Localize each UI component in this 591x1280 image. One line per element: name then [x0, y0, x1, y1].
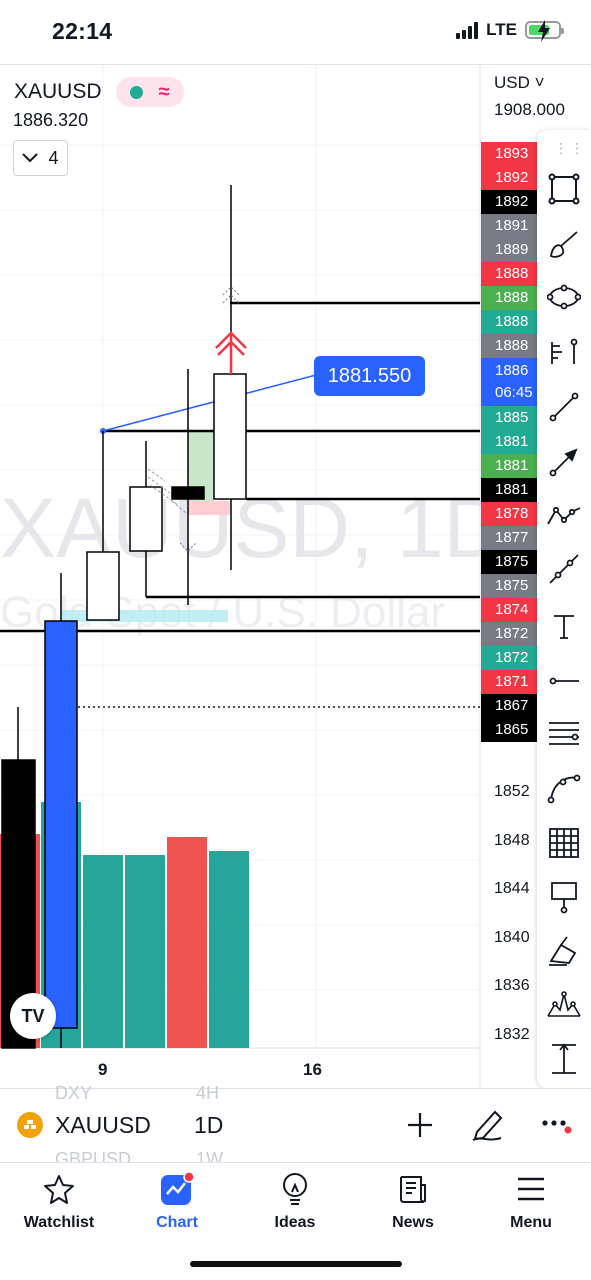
delayed-data-icon: ≈	[158, 80, 170, 103]
price-scale-label[interactable]: 1892	[481, 190, 537, 214]
tab-news[interactable]: News	[358, 1171, 468, 1232]
price-scale-label[interactable]: 1875	[481, 574, 537, 598]
add-button[interactable]	[400, 1105, 440, 1145]
star-icon	[41, 1171, 77, 1207]
rectangle-tool-icon[interactable]	[545, 170, 583, 208]
tab-chart[interactable]: Chart	[122, 1171, 232, 1232]
newspaper-icon	[395, 1171, 431, 1207]
more-options-button[interactable]	[536, 1105, 576, 1145]
symbol-bar[interactable]: DXY 4H GBPUSD 1W XAUUSD 1D	[0, 1083, 591, 1169]
highlighter-tool-icon[interactable]	[545, 932, 583, 970]
tab-menu[interactable]: Menu	[476, 1171, 586, 1232]
price-note-tool-icon[interactable]	[545, 878, 583, 916]
lightbulb-icon	[277, 1171, 313, 1207]
price-scale-label[interactable]: 1877	[481, 526, 537, 550]
last-price: 1886.320	[13, 110, 89, 130]
arrow-line-tool-icon[interactable]	[545, 443, 583, 481]
price-scale-label[interactable]: 1867	[481, 694, 537, 718]
time-axis-label: 9	[98, 1060, 108, 1079]
measure-tool-icon[interactable]	[545, 1040, 583, 1078]
drag-handle-icon[interactable]: ⋮⋮	[554, 140, 586, 156]
current-price-label[interactable]: 1886 06:45	[481, 358, 537, 406]
price-scale-label[interactable]: 1881	[481, 454, 537, 478]
price-scale-label[interactable]: 1871	[481, 670, 537, 694]
status-time: 22:14	[52, 18, 113, 44]
price-scale-label[interactable]: 1888	[481, 286, 537, 310]
price-scale-label[interactable]: 1872	[481, 622, 537, 646]
price-axis-label: 1852	[494, 783, 530, 800]
text-tool-icon[interactable]	[545, 608, 583, 646]
gann-grid-tool-icon[interactable]	[545, 824, 583, 862]
price-axis-label: 1844	[494, 880, 530, 897]
price-scale-label[interactable]: 1892	[481, 166, 537, 190]
drawing-tools-button[interactable]	[468, 1105, 508, 1145]
price-tooltip[interactable]: 1881.550	[314, 356, 425, 396]
indicators-collapse-button[interactable]: 4	[13, 140, 68, 176]
tradingview-logo-icon[interactable]: TV	[10, 993, 56, 1039]
curve-tool-icon[interactable]	[545, 769, 583, 807]
price-scale-label[interactable]: 1875	[481, 550, 537, 574]
price-axis-label: 1848	[494, 831, 530, 849]
price-axis-label: 1836	[494, 977, 530, 994]
battery-icon	[525, 20, 564, 42]
trend-line-tool-icon[interactable]	[545, 388, 583, 426]
tab-watchlist[interactable]: Watchlist	[4, 1171, 114, 1232]
tab-ideas[interactable]: Ideas	[240, 1171, 350, 1232]
ghost-interval-above: 4H	[196, 1083, 220, 1103]
pitchfork-tool-icon[interactable]	[545, 333, 583, 371]
more-icon	[542, 1120, 572, 1134]
price-chart[interactable]: XAUUSD, 1D Gold Spot / U.S. Dollar	[0, 65, 591, 1089]
chart-symbol[interactable]: XAUUSD	[14, 80, 102, 103]
top-scale-price: 1908.000	[494, 100, 565, 119]
extended-line-tool-icon[interactable]	[545, 550, 583, 588]
price-axis-label: 1840	[494, 928, 530, 946]
symbol-selector[interactable]: XAUUSD	[55, 1112, 151, 1138]
price-scale-label[interactable]: 1889	[481, 238, 537, 262]
network-type: LTE	[486, 20, 517, 39]
price-scale-label[interactable]: 1878	[481, 502, 537, 526]
symbol-header[interactable]: XAUUSD ≈	[14, 77, 184, 107]
home-indicator	[190, 1261, 402, 1267]
bar-countdown: 06:45	[495, 384, 533, 401]
pattern-tool-icon[interactable]	[545, 986, 583, 1024]
chart-area[interactable]: XAUUSD, 1D Gold Spot / U.S. Dollar	[0, 64, 591, 1089]
time-axis-label: 16	[303, 1060, 322, 1079]
price-scale-label[interactable]: 1865	[481, 718, 537, 742]
price-scale-label[interactable]: 1874	[481, 598, 537, 622]
brush-tool-icon[interactable]	[545, 226, 583, 264]
price-scale-label[interactable]: 1888	[481, 310, 537, 334]
price-scale-label[interactable]: 1881	[481, 478, 537, 502]
price-scale-label[interactable]: 1872	[481, 646, 537, 670]
bottom-tab-bar: Watchlist Chart Ideas News Menu	[0, 1162, 591, 1280]
market-status-pill[interactable]: ≈	[115, 77, 184, 107]
path-tool-icon[interactable]	[545, 497, 583, 535]
pen-icon	[472, 1110, 503, 1141]
price-scale-label[interactable]: 1893	[481, 142, 537, 166]
ghost-symbol-above: DXY	[55, 1083, 93, 1103]
chart-icon	[159, 1171, 195, 1207]
interval-selector[interactable]: 1D	[194, 1112, 224, 1138]
ellipse-tool-icon[interactable]	[545, 278, 583, 316]
chevron-down-icon	[22, 153, 39, 163]
parallel-channel-tool-icon[interactable]	[545, 715, 583, 753]
price-scale-label[interactable]: 1881	[481, 430, 537, 454]
cellular-signal-icon	[456, 21, 479, 39]
status-indicators: LTE	[456, 20, 564, 42]
horizontal-ray-tool-icon[interactable]	[545, 662, 583, 700]
price-scale-label[interactable]: 1891	[481, 214, 537, 238]
price-scale-label[interactable]: 1888	[481, 334, 537, 358]
plus-icon	[408, 1113, 432, 1137]
price-scale-label[interactable]: 1888	[481, 262, 537, 286]
price-scale-label[interactable]: 1885	[481, 406, 537, 430]
hamburger-icon	[513, 1171, 549, 1207]
watermark-title: XAUUSD, 1D	[0, 481, 504, 575]
status-bar: 22:14 LTE	[0, 0, 591, 64]
price-axis-label: 1832	[494, 1025, 530, 1043]
gold-icon	[17, 1112, 43, 1138]
market-open-icon	[129, 85, 143, 99]
drawing-tools-panel[interactable]: ⋮⋮	[537, 130, 591, 1088]
currency-selector[interactable]: USD ˅	[494, 73, 545, 92]
indicators-count: 4	[48, 147, 59, 168]
